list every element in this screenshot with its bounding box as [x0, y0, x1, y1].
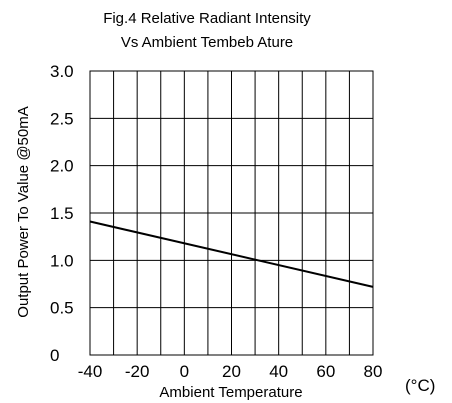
- x-tick-labels: -40 -20 0 20 40 60 80: [78, 362, 383, 381]
- series-line-0: [89, 220, 374, 288]
- y-tick-label: 1.5: [50, 204, 74, 223]
- x-tick-label: 80: [364, 362, 383, 381]
- x-tick-label: 0: [180, 362, 189, 381]
- x-tick-label: -40: [78, 362, 103, 381]
- chart-title-line-2: Vs Ambient Tembeb Ature: [121, 34, 293, 51]
- y-tick-label: 0: [50, 346, 59, 365]
- x-tick-label: -20: [125, 362, 150, 381]
- x-tick-label: 20: [222, 362, 241, 381]
- grid: [90, 71, 373, 355]
- y-tick-label: 1.0: [50, 251, 74, 270]
- x-axis-label: Ambient Temperature: [159, 384, 302, 401]
- y-tick-label: 0.5: [50, 299, 74, 318]
- plot-frame: [89, 70, 374, 356]
- x-tick-label: 60: [316, 362, 335, 381]
- y-tick-label: 2.5: [50, 109, 74, 128]
- y-tick-label: 2.0: [50, 157, 74, 176]
- y-tick-labels: 0 0.5 1.0 1.5 2.0 2.5 3.0: [50, 62, 74, 365]
- y-axis-label: Output Power To Value @50mA: [15, 106, 32, 317]
- x-axis-unit: (°C): [405, 376, 435, 395]
- chart-title-line-1: Fig.4 Relative Radiant Intensity: [103, 10, 311, 27]
- y-tick-label: 3.0: [50, 62, 74, 81]
- x-tick-label: 40: [269, 362, 288, 381]
- series-layer: [89, 220, 374, 288]
